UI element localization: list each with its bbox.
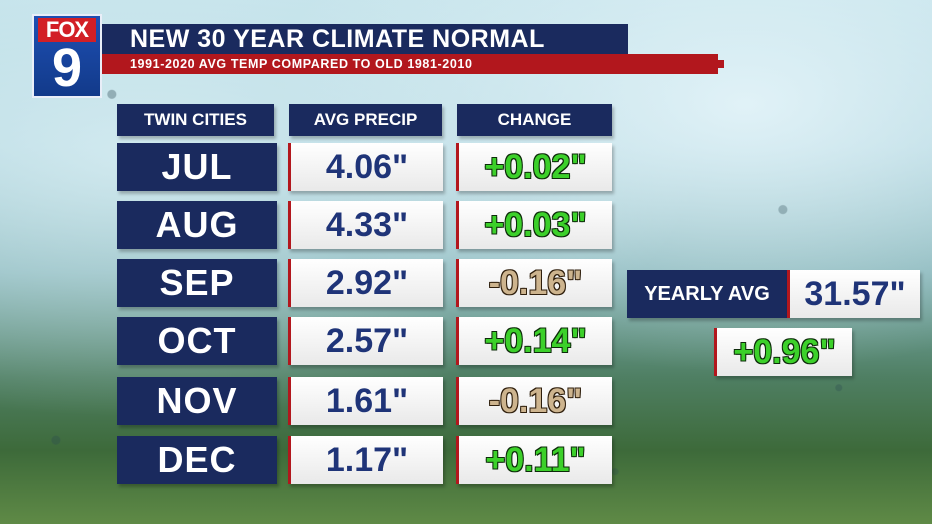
month-cell: JUL: [117, 143, 277, 191]
header-change: CHANGE: [457, 104, 612, 136]
fox9-logo: FOX 9: [32, 14, 102, 98]
precip-cell: 1.61": [288, 377, 443, 425]
change-cell: +0.11": [456, 436, 612, 484]
change-cell: +0.03": [456, 201, 612, 249]
header-twin-cities: TWIN CITIES: [117, 104, 274, 136]
page-title: NEW 30 YEAR CLIMATE NORMAL: [102, 24, 628, 54]
change-cell: +0.14": [456, 317, 612, 365]
month-cell: SEP: [117, 259, 277, 307]
precip-cell: 4.06": [288, 143, 443, 191]
precip-cell: 2.92": [288, 259, 443, 307]
yearly-avg-change: +0.96": [714, 328, 852, 376]
logo-nine-text: 9: [51, 38, 83, 98]
month-cell: OCT: [117, 317, 277, 365]
month-cell: NOV: [117, 377, 277, 425]
change-cell: +0.02": [456, 143, 612, 191]
header-avg-precip: AVG PRECIP: [289, 104, 442, 136]
logo-fox-text: FOX: [38, 18, 96, 42]
change-cell: -0.16": [456, 259, 612, 307]
precip-cell: 4.33": [288, 201, 443, 249]
yearly-avg-value: 31.57": [787, 270, 920, 318]
month-cell: DEC: [117, 436, 277, 484]
yearly-avg-label: YEARLY AVG: [627, 270, 787, 318]
change-cell: -0.16": [456, 377, 612, 425]
month-cell: AUG: [117, 201, 277, 249]
precip-cell: 1.17": [288, 436, 443, 484]
precip-cell: 2.57": [288, 317, 443, 365]
page-subtitle: 1991-2020 AVG TEMP COMPARED TO OLD 1981-…: [102, 54, 724, 74]
